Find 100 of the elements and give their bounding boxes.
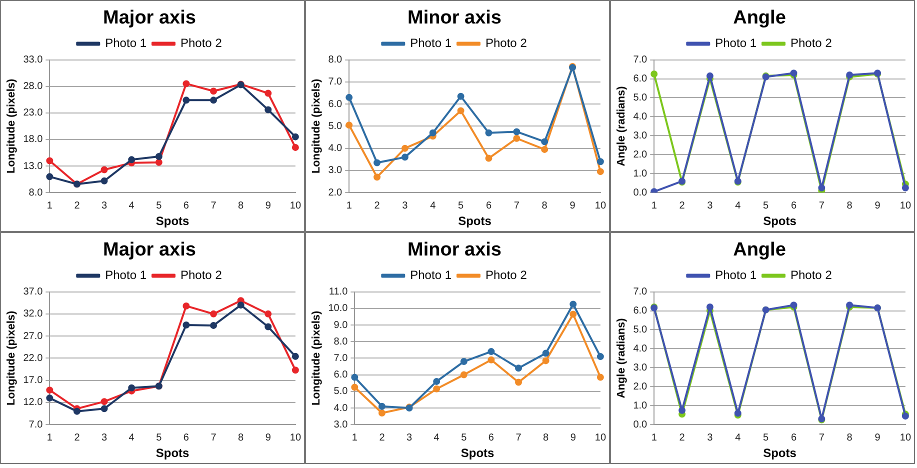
- legend-label: Photo 1: [715, 36, 757, 50]
- x-tick-label: 1: [346, 200, 352, 212]
- x-tick-label: 3: [406, 432, 412, 444]
- y-axis-title: Longitude (pixels): [6, 78, 18, 174]
- y-axis-title: Angle (radians): [616, 318, 628, 398]
- y-tick-label: 27.0: [23, 330, 44, 342]
- x-tick-label: 10: [900, 200, 912, 212]
- y-tick-label: 3.0: [328, 165, 343, 176]
- legend-label: Photo 2: [790, 268, 832, 282]
- x-tick-label: 8: [238, 432, 244, 444]
- y-tick-label: 5.0: [633, 324, 648, 336]
- y-tick-label: 28.0: [23, 81, 44, 92]
- x-axis-title: Spots: [460, 446, 495, 460]
- x-tick-label: 5: [461, 432, 468, 444]
- x-tick-label: 3: [402, 200, 408, 212]
- y-tick-label: 5.0: [334, 386, 348, 398]
- x-tick-label: 4: [735, 432, 742, 444]
- x-tick-label: 2: [374, 200, 380, 212]
- x-tick-label: 2: [379, 432, 386, 444]
- y-axis-title: Angle (radians): [616, 86, 628, 166]
- x-tick-label: 7: [514, 200, 520, 212]
- legend-label: Photo 1: [105, 36, 147, 50]
- x-tick-label: 6: [488, 432, 494, 444]
- x-tick-label: 4: [128, 200, 135, 212]
- y-tick-label: 8.0: [328, 54, 343, 66]
- chart-title: Major axis: [103, 240, 196, 261]
- x-tick-label: 1: [46, 200, 53, 212]
- x-tick-label: 8: [238, 200, 244, 212]
- x-tick-label: 9: [570, 200, 576, 212]
- y-tick-label: 6.0: [633, 74, 648, 85]
- y-tick-label: 1.0: [633, 400, 648, 412]
- chart-title: Minor axis: [408, 240, 502, 261]
- y-tick-label: 7.0: [633, 54, 648, 66]
- legend-label: Photo 2: [486, 268, 528, 282]
- y-tick-label: 4.0: [633, 111, 648, 122]
- x-tick-label: 10: [594, 200, 606, 212]
- x-tick-label: 10: [290, 432, 302, 444]
- y-tick-label: 17.0: [23, 375, 44, 386]
- y-tick-label: 37.0: [23, 286, 44, 298]
- y-tick-label: 8.0: [28, 187, 44, 198]
- y-tick-label: 0.0: [633, 419, 648, 430]
- y-axis-title: Longitude (pixels): [310, 78, 323, 174]
- y-tick-label: 4.0: [328, 143, 343, 154]
- x-tick-label: 5: [156, 432, 162, 444]
- x-tick-label: 9: [874, 200, 881, 212]
- y-tick-label: 7.0: [633, 286, 648, 298]
- y-tick-label: 7.0: [28, 419, 44, 430]
- y-tick-label: 3.0: [633, 362, 648, 374]
- x-tick-label: 3: [707, 432, 714, 444]
- y-tick-label: 2.0: [633, 149, 648, 160]
- legend-label: Photo 2: [180, 36, 222, 50]
- x-tick-label: 2: [679, 432, 686, 444]
- y-tick-label: 23.0: [23, 108, 44, 119]
- x-tick-label: 9: [570, 432, 576, 444]
- x-tick-label: 3: [707, 200, 714, 212]
- y-tick-label: 33.0: [23, 54, 44, 66]
- legend-label: Photo 1: [715, 268, 757, 282]
- y-tick-label: 22.0: [23, 352, 44, 364]
- x-tick-label: 2: [74, 200, 80, 212]
- y-tick-label: 6.0: [328, 98, 343, 110]
- y-tick-label: 12.0: [23, 397, 44, 408]
- x-tick-label: 3: [102, 200, 108, 212]
- legend-label: Photo 2: [180, 268, 222, 282]
- x-tick-label: 6: [790, 200, 797, 212]
- y-tick-label: 4.0: [334, 402, 348, 414]
- x-tick-label: 4: [735, 200, 742, 212]
- x-tick-label: 6: [183, 200, 190, 212]
- x-tick-label: 1: [651, 200, 658, 212]
- x-tick-label: 1: [651, 432, 658, 444]
- x-axis-title: Spots: [763, 214, 797, 228]
- x-tick-label: 8: [542, 200, 548, 212]
- y-tick-label: 11.0: [328, 286, 348, 298]
- legend-label: Photo 2: [790, 36, 832, 50]
- chart-title: Major axis: [103, 8, 196, 29]
- y-tick-label: 18.0: [23, 134, 44, 146]
- x-tick-label: 4: [434, 432, 440, 444]
- y-tick-label: 2.0: [328, 187, 343, 198]
- y-tick-label: 4.0: [633, 343, 648, 354]
- x-tick-label: 7: [818, 200, 825, 212]
- legend-label: Photo 1: [410, 36, 452, 50]
- x-tick-label: 7: [818, 432, 825, 444]
- x-tick-label: 7: [210, 200, 217, 212]
- x-axis-title: Spots: [763, 446, 797, 460]
- y-tick-label: 7.0: [328, 76, 343, 88]
- y-tick-label: 7.0: [334, 352, 348, 364]
- legend-label: Photo 1: [410, 268, 452, 282]
- x-tick-label: 10: [290, 200, 302, 212]
- x-tick-label: 9: [265, 432, 272, 444]
- chart-title: Minor axis: [408, 8, 502, 29]
- x-tick-label: 7: [516, 432, 522, 444]
- x-tick-label: 1: [352, 432, 358, 444]
- x-tick-label: 10: [900, 432, 912, 444]
- x-tick-label: 5: [763, 432, 770, 444]
- x-tick-label: 8: [846, 432, 853, 444]
- y-tick-label: 2.0: [633, 381, 648, 392]
- legend-label: Photo 1: [105, 268, 147, 282]
- x-axis-title: Spots: [458, 214, 492, 228]
- chart-title: Angle: [733, 240, 786, 261]
- x-tick-label: 7: [210, 432, 217, 444]
- x-tick-label: 4: [430, 200, 436, 212]
